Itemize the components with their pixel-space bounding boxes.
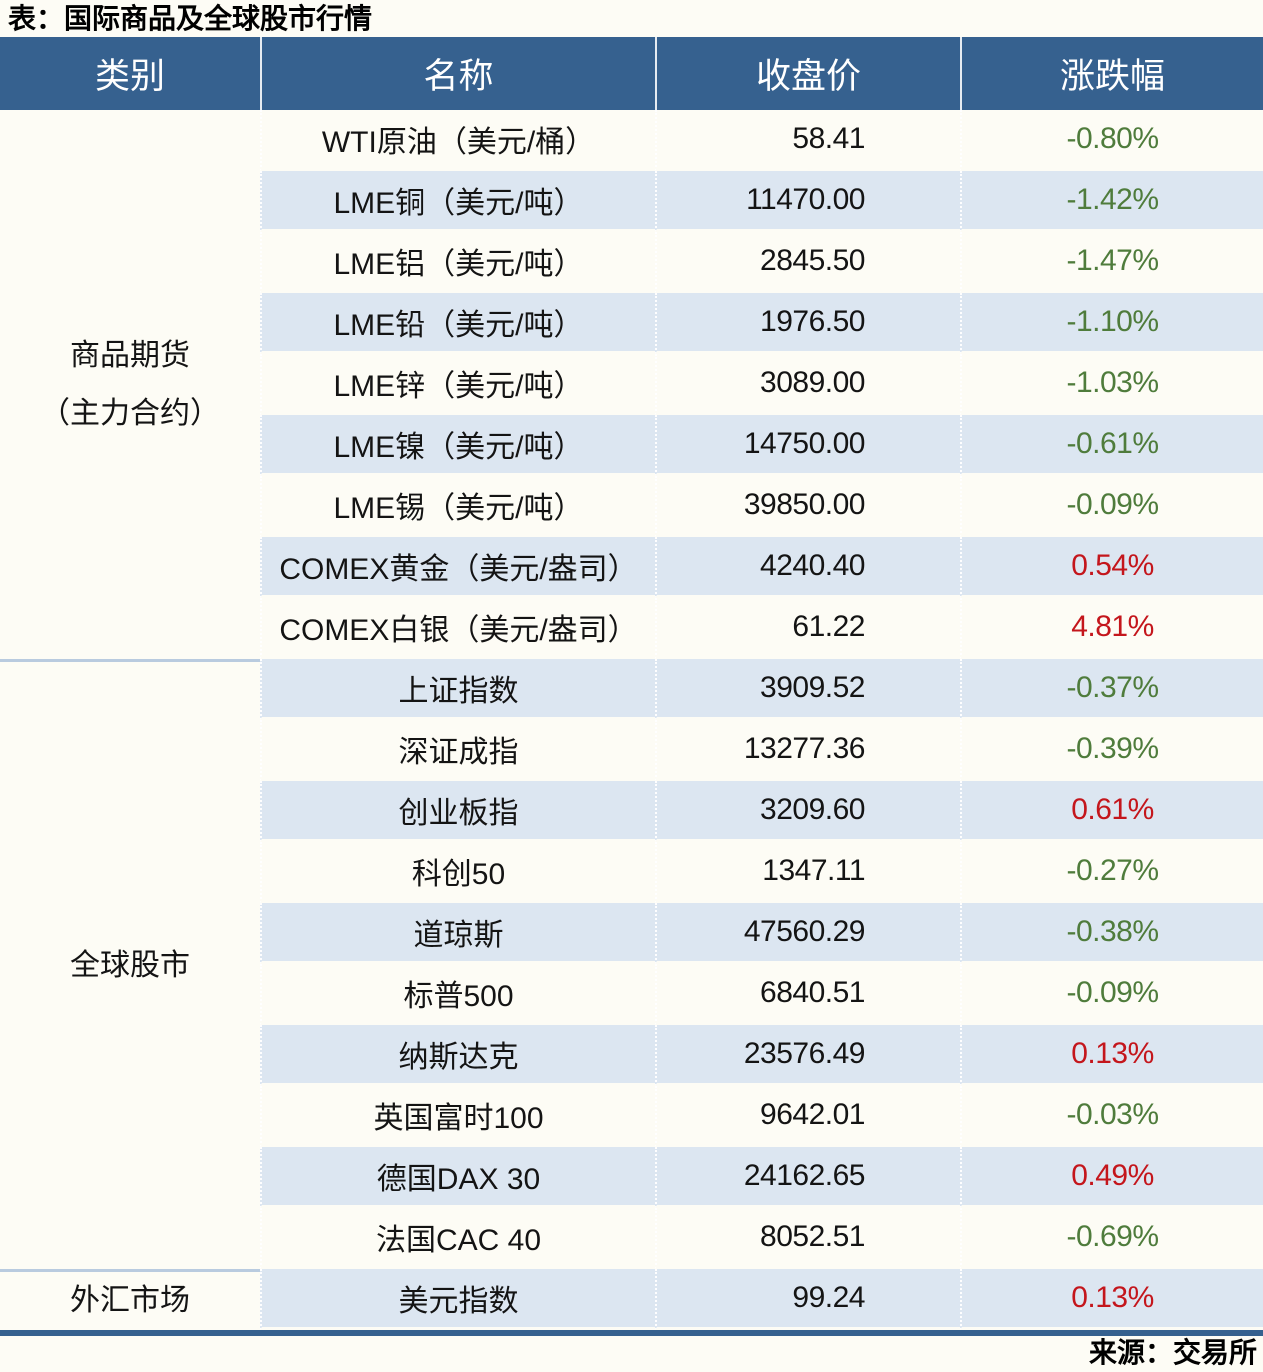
change-percent-cell: -0.37% <box>960 659 1263 720</box>
change-percent-cell: -1.42% <box>960 171 1263 232</box>
close-price-cell: 1347.11 <box>655 842 960 903</box>
name-cell: COMEX黄金（美元/盎司） <box>260 537 655 598</box>
change-percent-cell: 4.81% <box>960 598 1263 659</box>
category-label-line: 外汇市场 <box>70 1284 190 1317</box>
close-price-cell: 61.22 <box>655 598 960 659</box>
close-price-cell: 3209.60 <box>655 781 960 842</box>
name-cell: 科创50 <box>260 842 655 903</box>
category-label-line: （主力合约） <box>40 396 220 430</box>
change-percent-cell: -1.10% <box>960 293 1263 354</box>
name-cell: 德国DAX 30 <box>260 1147 655 1208</box>
name-cell: 法国CAC 40 <box>260 1208 655 1269</box>
name-cell: LME镍（美元/吨） <box>260 415 655 476</box>
close-price-cell: 47560.29 <box>655 903 960 964</box>
close-price-cell: 3909.52 <box>655 659 960 720</box>
change-percent-cell: 0.13% <box>960 1269 1263 1330</box>
close-price-cell: 2845.50 <box>655 232 960 293</box>
column-header-category: 类别 <box>0 37 260 110</box>
close-price-cell: 11470.00 <box>655 171 960 232</box>
name-cell: 英国富时100 <box>260 1086 655 1147</box>
category-cell: 全球股市 <box>0 659 260 1269</box>
name-cell: LME铅（美元/吨） <box>260 293 655 354</box>
market-table: 类别 名称 收盘价 涨跌幅 商品期货 （主力合约） WTI原油（美元/桶） 58.41… <box>0 37 1263 1336</box>
change-percent-cell: 0.49% <box>960 1147 1263 1208</box>
change-percent-cell: -0.27% <box>960 842 1263 903</box>
name-cell: 标普500 <box>260 964 655 1025</box>
change-percent-cell: -0.80% <box>960 110 1263 171</box>
category-label-line: 商品期货 <box>70 338 190 372</box>
change-percent-cell: -0.69% <box>960 1208 1263 1269</box>
name-cell: LME锌（美元/吨） <box>260 354 655 415</box>
change-percent-cell: -0.03% <box>960 1086 1263 1147</box>
name-cell: 纳斯达克 <box>260 1025 655 1086</box>
close-price-cell: 4240.40 <box>655 537 960 598</box>
name-cell: 上证指数 <box>260 659 655 720</box>
close-price-cell: 39850.00 <box>655 476 960 537</box>
name-cell: 深证成指 <box>260 720 655 781</box>
change-percent-cell: -1.47% <box>960 232 1263 293</box>
close-price-cell: 9642.01 <box>655 1086 960 1147</box>
category-cell: 外汇市场 <box>0 1269 260 1330</box>
name-cell: 创业板指 <box>260 781 655 842</box>
close-price-cell: 8052.51 <box>655 1208 960 1269</box>
name-cell: 道琼斯 <box>260 903 655 964</box>
column-header-close: 收盘价 <box>655 37 960 110</box>
name-cell: LME锡（美元/吨） <box>260 476 655 537</box>
column-header-name: 名称 <box>260 37 655 110</box>
change-percent-cell: -0.39% <box>960 720 1263 781</box>
close-price-cell: 13277.36 <box>655 720 960 781</box>
close-price-cell: 3089.00 <box>655 354 960 415</box>
change-percent-cell: -0.38% <box>960 903 1263 964</box>
change-percent-cell: 0.61% <box>960 781 1263 842</box>
change-percent-cell: -0.61% <box>960 415 1263 476</box>
close-price-cell: 58.41 <box>655 110 960 171</box>
name-cell: 美元指数 <box>260 1269 655 1330</box>
name-cell: LME铜（美元/吨） <box>260 171 655 232</box>
change-percent-cell: 0.13% <box>960 1025 1263 1086</box>
change-percent-cell: -0.09% <box>960 964 1263 1025</box>
category-label-line: 全球股市 <box>70 948 190 982</box>
change-percent-cell: 0.54% <box>960 537 1263 598</box>
close-price-cell: 23576.49 <box>655 1025 960 1086</box>
page-title: 表：国际商品及全球股市行情 <box>8 3 373 34</box>
name-cell: COMEX白银（美元/盎司） <box>260 598 655 659</box>
close-price-cell: 99.24 <box>655 1269 960 1330</box>
name-cell: LME铝（美元/吨） <box>260 232 655 293</box>
close-price-cell: 6840.51 <box>655 964 960 1025</box>
column-header-change: 涨跌幅 <box>960 37 1263 110</box>
close-price-cell: 1976.50 <box>655 293 960 354</box>
category-cell: 商品期货 （主力合约） <box>0 110 260 659</box>
change-percent-cell: -0.09% <box>960 476 1263 537</box>
close-price-cell: 24162.65 <box>655 1147 960 1208</box>
close-price-cell: 14750.00 <box>655 415 960 476</box>
source-note: 来源：交易所 <box>1088 1337 1257 1368</box>
change-percent-cell: -1.03% <box>960 354 1263 415</box>
name-cell: WTI原油（美元/桶） <box>260 110 655 171</box>
